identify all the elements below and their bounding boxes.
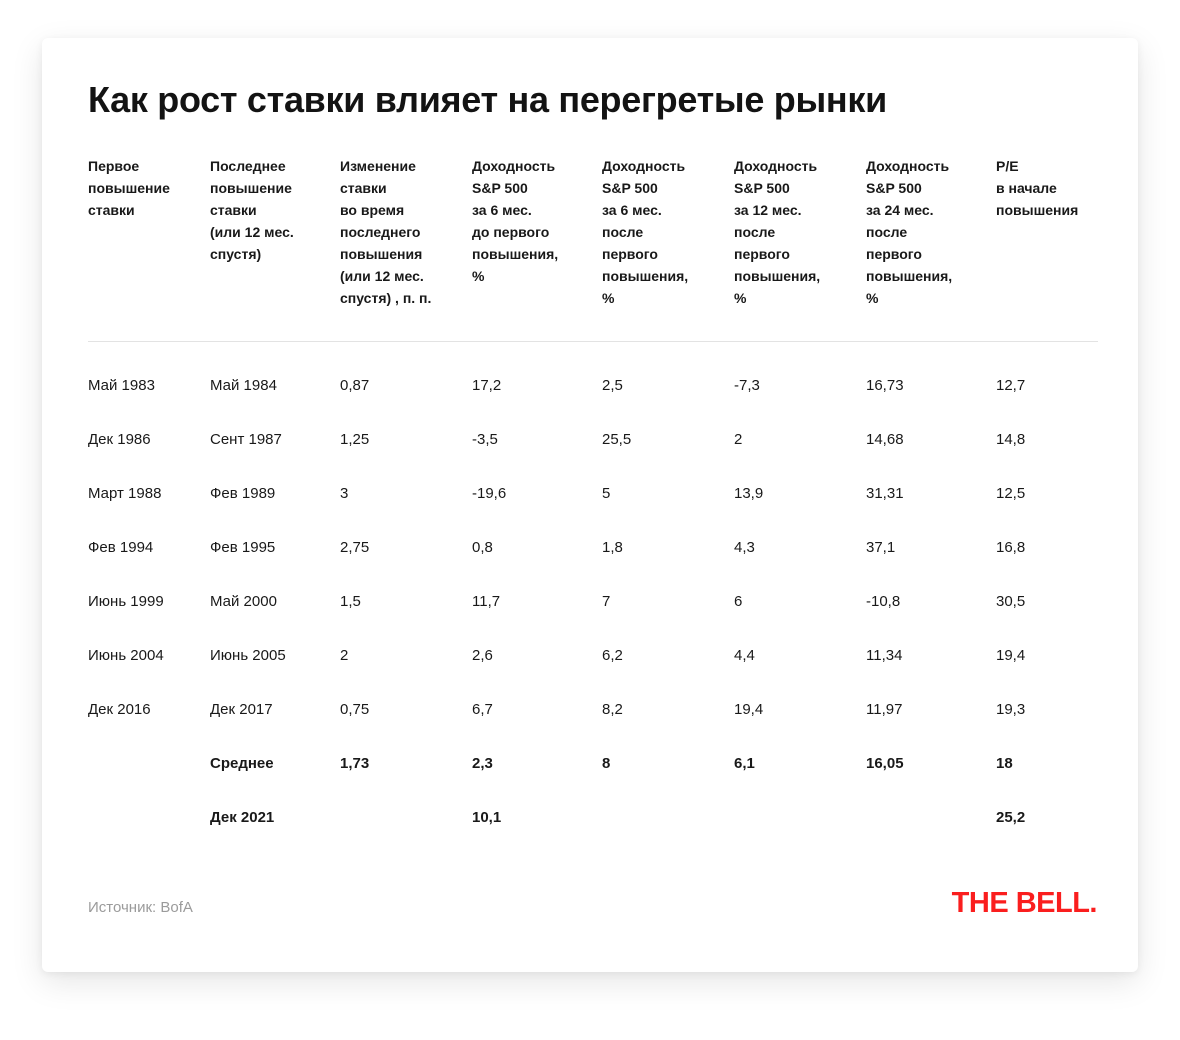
table-cell: -19,6 [472, 485, 507, 502]
table-cell: 12,5 [996, 485, 1026, 502]
table-cell: 18 [996, 755, 1013, 772]
table-cell: 30,5 [996, 593, 1026, 610]
table-row: Фев 1994 Фев 1995 2,75 0,8 1,8 4,3 37,1 … [88, 538, 1098, 558]
table-cell: Фев 1989 [210, 485, 276, 502]
table-cell: 6,7 [472, 701, 493, 718]
table-cell: 25,2 [996, 809, 1026, 826]
table-row: Дек 1986 Сент 1987 1,25 -3,5 25,5 2 14,6… [88, 430, 1098, 450]
table-cell: 2 [734, 431, 743, 448]
table-cell: 1,73 [340, 755, 370, 772]
table-cell: 3 [340, 485, 349, 502]
table-cell: 25,5 [602, 431, 632, 448]
table-row-dec-2021: Дек 2021 10,1 25,2 [88, 808, 1098, 828]
table-cell: Дек 2021 [210, 809, 275, 826]
table-cell: Июнь 1999 [88, 593, 164, 610]
table-cell: 12,7 [996, 377, 1026, 394]
table-cell: 31,31 [866, 485, 904, 502]
table-cell: 2,6 [472, 647, 493, 664]
table-cell: 5 [602, 485, 611, 502]
table-cell: -7,3 [734, 377, 760, 394]
table-cell: Июнь 2004 [88, 647, 164, 664]
table-cell: 6,2 [602, 647, 623, 664]
the-bell-logo: THE BELL. [951, 887, 1098, 919]
table-cell: Фев 1995 [210, 539, 276, 556]
table-cell: 10,1 [472, 809, 502, 826]
table-cell [866, 808, 996, 828]
table-cell: 19,4 [996, 647, 1026, 664]
table-cell: 0,75 [340, 701, 370, 718]
table-cell: 14,8 [996, 431, 1026, 448]
table-cell: Дек 1986 [88, 431, 151, 448]
column-header-sp500-6m-before: Доходность S&P 500 за 6 мес. до первого … [472, 158, 559, 284]
table-cell: 0,87 [340, 377, 370, 394]
table-cell: Фев 1994 [88, 539, 154, 556]
column-header-sp500-24m-after: Доходность S&P 500 за 24 мес. после перв… [866, 158, 953, 306]
table-cell: 6,1 [734, 755, 755, 772]
infographic-card: Как рост ставки влияет на перегретые рын… [42, 38, 1138, 972]
table-cell: 0,8 [472, 539, 493, 556]
table-cell: 37,1 [866, 539, 896, 556]
table-cell: 16,8 [996, 539, 1026, 556]
table-cell: Среднее [210, 755, 274, 772]
table-cell: 17,2 [472, 377, 502, 394]
card-footer: Источник: BofA THE BELL. [88, 887, 1098, 919]
table-cell: 16,05 [866, 755, 904, 772]
source-note: Источник: BofA [88, 899, 193, 916]
table-cell: 2,75 [340, 539, 370, 556]
table-cell [340, 808, 472, 828]
table-cell: Май 1984 [210, 377, 277, 394]
column-header-pe: P/E в начале повышения [996, 158, 1079, 218]
column-header-sp500-6m-after: Доходность S&P 500 за 6 мес. после перво… [602, 158, 689, 306]
table-body: Май 1983 Май 1984 0,87 17,2 2,5 -7,3 16,… [88, 342, 1098, 828]
column-header-rate-change: Изменение ставки во время последнего пов… [340, 158, 432, 306]
table-row-average: Среднее 1,73 2,3 8 6,1 16,05 18 [88, 754, 1098, 774]
table-cell: Сент 1987 [210, 431, 282, 448]
table-cell: Дек 2016 [88, 701, 151, 718]
table-cell: Дек 2017 [210, 701, 273, 718]
table-cell: 11,34 [866, 647, 903, 664]
table-row: Июнь 1999 Май 2000 1,5 11,7 7 6 -10,8 30… [88, 592, 1098, 612]
table-cell: Май 1983 [88, 377, 155, 394]
table-cell: 19,3 [996, 701, 1026, 718]
table-cell: 8,2 [602, 701, 623, 718]
table-cell: 14,68 [866, 431, 904, 448]
table-cell: 6 [734, 593, 743, 610]
table-cell: 16,73 [866, 377, 904, 394]
table-row: Май 1983 Май 1984 0,87 17,2 2,5 -7,3 16,… [88, 376, 1098, 396]
table-row: Дек 2016 Дек 2017 0,75 6,7 8,2 19,4 11,9… [88, 700, 1098, 720]
table-cell [88, 754, 210, 774]
table-cell: Март 1988 [88, 485, 162, 502]
table-cell: 11,97 [866, 701, 903, 718]
table-header-row: Первое повышение ставки Последнее повыше… [88, 155, 1098, 309]
table-cell: 8 [602, 755, 611, 772]
table-cell: 2 [340, 647, 349, 664]
table-row: Март 1988 Фев 1989 3 -19,6 5 13,9 31,31 … [88, 484, 1098, 504]
table-cell: 1,5 [340, 593, 361, 610]
column-header-first-hike: Первое повышение ставки [88, 158, 170, 218]
table-cell: 1,8 [602, 539, 623, 556]
table-cell [88, 808, 210, 828]
table-cell: Май 2000 [210, 593, 277, 610]
table-cell: -10,8 [866, 593, 901, 610]
table-cell [734, 808, 866, 828]
table-cell: 7 [602, 593, 611, 610]
table-cell: -3,5 [472, 431, 498, 448]
chart-title: Как рост ставки влияет на перегретые рын… [88, 79, 887, 120]
table-cell: 4,4 [734, 647, 755, 664]
table-cell: 13,9 [734, 485, 764, 502]
table-cell: 2,5 [602, 377, 623, 394]
column-header-sp500-12m-after: Доходность S&P 500 за 12 мес. после перв… [734, 158, 821, 306]
table-cell [602, 808, 734, 828]
header-divider [88, 341, 1098, 342]
table-cell: 11,7 [472, 593, 501, 610]
table-cell: 2,3 [472, 755, 493, 772]
column-header-last-hike: Последнее повышение ставки (или 12 мес. … [210, 158, 294, 262]
table-cell: 19,4 [734, 701, 764, 718]
table-cell: Июнь 2005 [210, 647, 286, 664]
table-row: Июнь 2004 Июнь 2005 2 2,6 6,2 4,4 11,34 … [88, 646, 1098, 666]
table-cell: 4,3 [734, 539, 755, 556]
table-cell: 1,25 [340, 431, 370, 448]
